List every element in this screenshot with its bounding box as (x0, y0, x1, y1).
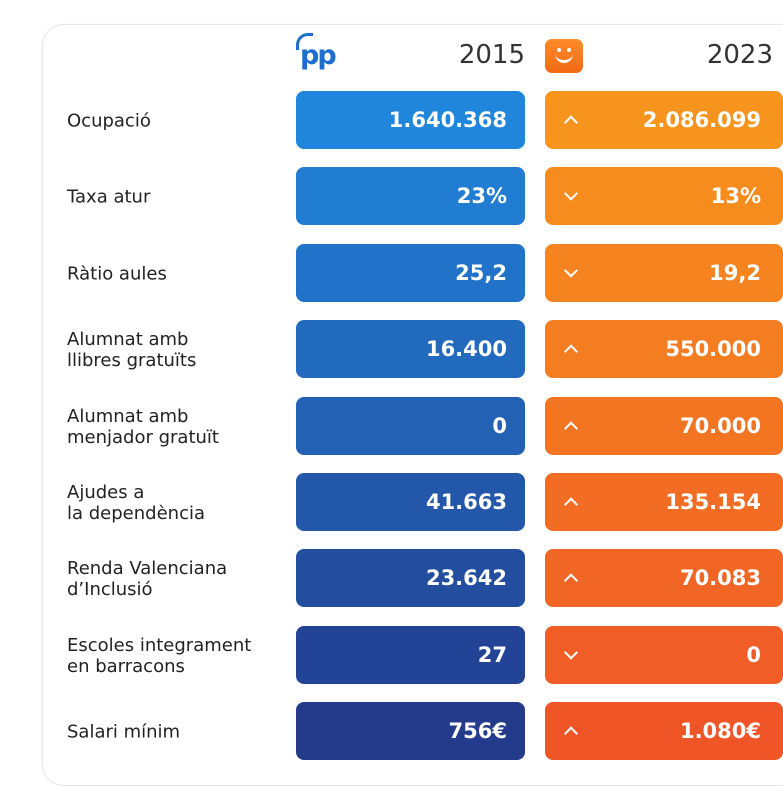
value-2023-cell: 135.154 (545, 473, 783, 531)
value-2023-cell: 19,2 (545, 243, 783, 302)
value-2015: 23% (456, 184, 507, 209)
chevron-up-icon (563, 726, 579, 741)
value-2015-cell: 0 (296, 396, 525, 455)
value-2023: 135.154 (665, 490, 761, 514)
table-row: Renda Valenciana d’Inclusió 23.642 70.083 (0, 549, 783, 609)
smile-logo-left-eye (557, 48, 561, 52)
year-2015-header: 2015 (458, 40, 525, 70)
value-2015-cell: 23% (296, 167, 525, 226)
row-label: Salari mínim (67, 721, 181, 743)
smile-logo-icon (545, 39, 583, 73)
value-2023: 19,2 (709, 260, 761, 285)
value-2015: 1.640.368 (388, 108, 507, 132)
table-row: Ajudes a la dependència 41.663 135.154 (0, 473, 783, 533)
chevron-down-icon (563, 263, 579, 278)
row-label: Alumnat amb llibres gratuïts (67, 329, 197, 372)
chevron-down-icon (563, 186, 579, 201)
smile-logo-right-eye (567, 48, 571, 52)
value-2015-cell: 27 (296, 625, 525, 684)
chevron-down-icon (563, 645, 579, 660)
value-2015: 756€ (448, 719, 507, 744)
value-2023-cell: 13% (545, 167, 783, 226)
value-2015-cell: 756€ (296, 702, 525, 761)
value-2023: 13% (710, 184, 761, 209)
value-2015-cell: 41.663 (296, 473, 525, 531)
value-2015-cell: 1.640.368 (296, 91, 525, 149)
value-2023: 1.080€ (679, 719, 761, 744)
value-2023-cell: 70.000 (545, 396, 783, 455)
table-row: Taxa atur 23% 13% (0, 167, 783, 227)
value-2015-cell: 16.400 (296, 320, 525, 379)
value-2023: 0 (746, 642, 761, 667)
value-2023-cell: 1.080€ (545, 702, 783, 761)
chevron-up-icon (563, 573, 579, 588)
year-2023-header: 2023 (706, 40, 773, 70)
table-row: Escoles integrament en barracons 27 0 (0, 625, 783, 686)
chevron-up-icon (563, 344, 579, 359)
row-label: Alumnat amb menjador gratuït (67, 405, 219, 448)
smile-logo-mouth (555, 52, 573, 63)
value-2015: 16.400 (425, 337, 507, 362)
value-2023-cell: 2.086.099 (545, 91, 783, 149)
value-2015: 41.663 (425, 490, 507, 514)
row-label: Renda Valenciana d’Inclusió (67, 558, 228, 601)
row-label: Ajudes a la dependència (67, 482, 205, 524)
value-2015-cell: 23.642 (296, 549, 525, 608)
value-2015-cell: 25,2 (296, 243, 525, 302)
table-row: Alumnat amb llibres gratuïts 16.400 550.00… (0, 320, 783, 380)
value-2023-cell: 70.083 (545, 549, 783, 608)
value-2015: 27 (477, 642, 507, 667)
chevron-up-icon (563, 115, 579, 130)
pp-logo: pp (296, 33, 337, 71)
table-row: Salari mínim 756€ 1.080€ (0, 702, 783, 762)
value-2023: 70.083 (679, 566, 761, 591)
value-2015: 0 (492, 413, 507, 438)
table-row: Ocupació 1.640.368 2.086.099 (0, 91, 783, 151)
table-row: Ràtio aules 25,2 19,2 (0, 243, 783, 304)
value-2015: 23.642 (425, 566, 507, 591)
table-row: Alumnat amb menjador gratuït 0 70.000 (0, 396, 783, 457)
value-2023: 2.086.099 (642, 108, 761, 132)
row-label: Ràtio aules (67, 263, 167, 285)
pp-logo-arc (296, 33, 313, 50)
row-label: Ocupació (67, 110, 151, 132)
table-header: pp 2015 2023 (0, 0, 783, 86)
chevron-up-icon (563, 497, 579, 512)
value-2023: 550.000 (665, 337, 761, 362)
value-2023-cell: 550.000 (545, 320, 783, 379)
chevron-up-icon (563, 421, 579, 436)
row-label: Escoles integrament en barracons (67, 634, 252, 677)
value-2023: 70.000 (679, 413, 761, 438)
value-2023-cell: 0 (545, 625, 783, 684)
row-label: Taxa atur (67, 186, 151, 208)
value-2015: 25,2 (455, 260, 507, 285)
